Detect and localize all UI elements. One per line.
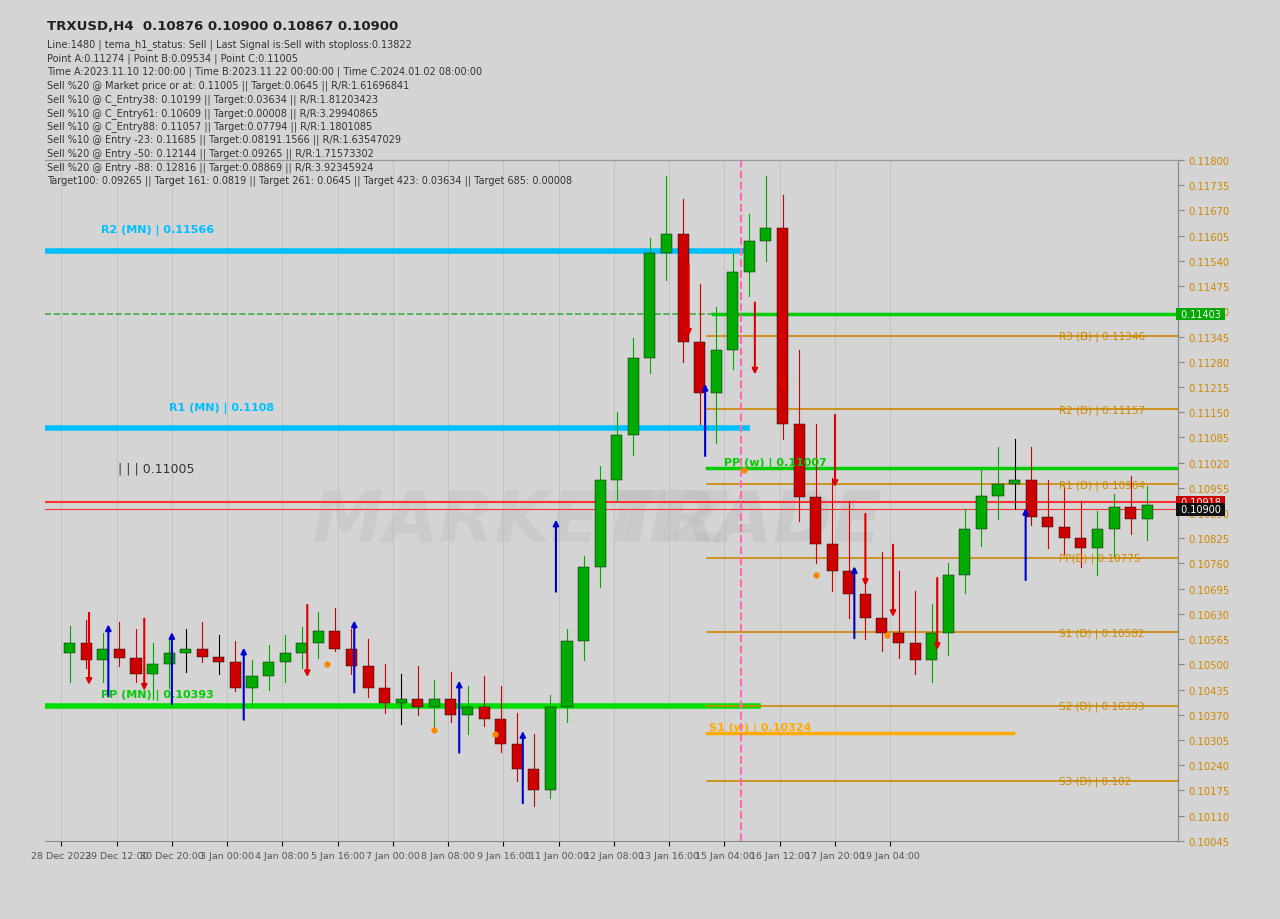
Bar: [247, 676, 257, 687]
Bar: [479, 708, 490, 719]
Bar: [81, 643, 92, 661]
Bar: [1009, 481, 1020, 484]
Text: R2 (D) | 0.11157: R2 (D) | 0.11157: [1059, 404, 1144, 415]
Bar: [644, 254, 655, 358]
Bar: [180, 649, 191, 652]
Bar: [495, 719, 506, 744]
Text: S1 (D) | 0.10582: S1 (D) | 0.10582: [1059, 628, 1144, 638]
Bar: [910, 643, 920, 661]
Bar: [462, 708, 474, 715]
Text: Point A:0.11274 | Point B:0.09534 | Point C:0.11005: Point A:0.11274 | Point B:0.09534 | Poin…: [47, 53, 298, 63]
Bar: [529, 769, 539, 790]
Bar: [975, 496, 987, 529]
Bar: [445, 699, 457, 715]
Bar: [810, 498, 822, 544]
Bar: [660, 234, 672, 254]
Bar: [429, 699, 440, 708]
Bar: [1025, 481, 1037, 517]
Bar: [230, 663, 241, 687]
Bar: [727, 273, 739, 351]
Bar: [362, 666, 374, 687]
Text: Sell %20 @ Entry -50: 0.12144 || Target:0.09265 || R/R:1.71573302: Sell %20 @ Entry -50: 0.12144 || Target:…: [47, 148, 374, 159]
Bar: [612, 436, 622, 481]
Bar: [1108, 507, 1120, 529]
Bar: [296, 643, 307, 652]
Text: Sell %20 @ Entry -88: 0.12816 || Target:0.08869 || R/R:3.92345924: Sell %20 @ Entry -88: 0.12816 || Target:…: [47, 162, 374, 173]
Text: Sell %10 @ Entry -23: 0.11685 || Target:0.08191.1566 || R/R:1.63547029: Sell %10 @ Entry -23: 0.11685 || Target:…: [47, 135, 402, 145]
Bar: [312, 631, 324, 643]
Text: R3 (D) | 0.11346: R3 (D) | 0.11346: [1059, 332, 1144, 342]
Bar: [64, 643, 76, 652]
Text: Line:1480 | tema_h1_status: Sell | Last Signal is:Sell with stoploss:0.13822: Line:1480 | tema_h1_status: Sell | Last …: [47, 40, 412, 51]
Bar: [379, 687, 390, 703]
Text: TRXUSD,H4  0.10876 0.10900 0.10867 0.10900: TRXUSD,H4 0.10876 0.10900 0.10867 0.1090…: [47, 20, 398, 33]
Bar: [329, 631, 340, 649]
Bar: [562, 641, 572, 708]
Text: 0.11403: 0.11403: [1178, 310, 1224, 320]
Bar: [794, 425, 805, 498]
Bar: [579, 568, 589, 641]
Bar: [545, 708, 556, 790]
Bar: [860, 595, 870, 618]
Bar: [1092, 529, 1103, 549]
Bar: [264, 663, 274, 676]
Bar: [346, 649, 357, 666]
Bar: [396, 699, 407, 703]
Bar: [1042, 517, 1053, 527]
Bar: [412, 699, 424, 708]
Text: Sell %10 @ C_Entry38: 0.10199 || Target:0.03634 || R/R:1.81203423: Sell %10 @ C_Entry38: 0.10199 || Target:…: [47, 94, 379, 105]
Bar: [1125, 507, 1137, 519]
Text: S1 (w) | 0.10324: S1 (w) | 0.10324: [709, 721, 812, 732]
Bar: [943, 575, 954, 633]
Bar: [959, 529, 970, 575]
Bar: [147, 664, 159, 675]
Bar: [710, 351, 722, 393]
Bar: [1075, 539, 1087, 549]
Text: PP (MN) | 0.10393: PP (MN) | 0.10393: [101, 689, 214, 700]
Text: 0.10918: 0.10918: [1178, 497, 1224, 507]
Text: R1 (D) | 0.10964: R1 (D) | 0.10964: [1059, 480, 1144, 490]
Bar: [131, 659, 142, 675]
Bar: [777, 229, 788, 425]
Text: 0.10900: 0.10900: [1178, 505, 1224, 515]
Bar: [114, 649, 125, 659]
Text: PP (w) | 0.11007: PP (w) | 0.11007: [724, 457, 827, 468]
Bar: [893, 633, 904, 643]
Bar: [877, 618, 887, 633]
Bar: [744, 243, 755, 273]
Text: PP(D) | 0.10775: PP(D) | 0.10775: [1059, 552, 1140, 563]
Bar: [97, 649, 109, 661]
Bar: [694, 343, 705, 393]
Text: R2 (MN) | 0.11566: R2 (MN) | 0.11566: [101, 225, 215, 236]
Text: S3 (D) | 0.102: S3 (D) | 0.102: [1059, 776, 1132, 786]
Bar: [760, 229, 772, 243]
Bar: [1059, 527, 1070, 539]
Bar: [627, 358, 639, 436]
Bar: [164, 652, 174, 664]
Bar: [927, 633, 937, 661]
Text: | | | 0.11005: | | | 0.11005: [119, 462, 195, 475]
Bar: [197, 649, 207, 657]
Bar: [844, 572, 854, 595]
Bar: [279, 652, 291, 663]
Bar: [992, 484, 1004, 496]
Text: Sell %20 @ Market price or at: 0.11005 || Target:0.0645 || R/R:1.61696841: Sell %20 @ Market price or at: 0.11005 |…: [47, 80, 410, 91]
Text: Time A:2023.11.10 12:00:00 | Time B:2023.11.22 00:00:00 | Time C:2024.01.02 08:0: Time A:2023.11.10 12:00:00 | Time B:2023…: [47, 67, 483, 77]
Text: MARKETIZ: MARKETIZ: [312, 487, 730, 556]
Text: R1 (MN) | 0.1108: R1 (MN) | 0.1108: [169, 403, 274, 414]
Text: Sell %10 @ C_Entry88: 0.11057 || Target:0.07794 || R/R:1.1801085: Sell %10 @ C_Entry88: 0.11057 || Target:…: [47, 121, 372, 132]
Bar: [214, 657, 224, 663]
Text: Target100: 0.09265 || Target 161: 0.0819 || Target 261: 0.0645 || Target 423: 0.: Target100: 0.09265 || Target 161: 0.0819…: [47, 176, 572, 186]
Bar: [677, 234, 689, 343]
Text: S2 (D) | 0.10393: S2 (D) | 0.10393: [1059, 701, 1144, 711]
Text: TRADE: TRADE: [612, 487, 882, 556]
Text: Sell %10 @ C_Entry61: 0.10609 || Target:0.00008 || R/R:3.29940865: Sell %10 @ C_Entry61: 0.10609 || Target:…: [47, 108, 379, 119]
Bar: [595, 481, 605, 568]
Bar: [827, 544, 838, 572]
Bar: [1142, 505, 1153, 519]
Bar: [512, 744, 522, 769]
